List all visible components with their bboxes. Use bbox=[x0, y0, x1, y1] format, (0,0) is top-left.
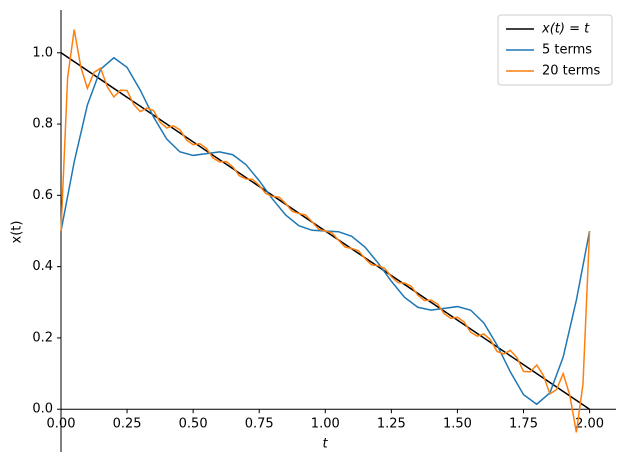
y-tick-label: 0.0 bbox=[32, 402, 53, 417]
y-tick-label: 0.8 bbox=[32, 117, 53, 132]
x-axis-label: t bbox=[322, 437, 328, 452]
y-tick-label: 0.4 bbox=[32, 259, 53, 274]
legend-label: x(t) = t bbox=[541, 22, 590, 37]
legend-box bbox=[497, 14, 613, 86]
legend-label: 20 terms bbox=[542, 64, 601, 79]
x-tick-label: 0.50 bbox=[179, 417, 208, 432]
x-tick-label: 1.00 bbox=[311, 417, 340, 432]
y-tick-label: 0.2 bbox=[32, 330, 53, 345]
legend-label: 5 terms bbox=[542, 43, 592, 58]
x-tick-label: 1.75 bbox=[509, 417, 538, 432]
series-line bbox=[60, 29, 591, 433]
y-tick-label: 0.6 bbox=[32, 188, 53, 203]
x-tick-label: 0.25 bbox=[113, 417, 142, 432]
x-tick-label: 1.25 bbox=[377, 417, 406, 432]
x-tick-label: 1.50 bbox=[443, 417, 472, 432]
y-tick-label: 1.0 bbox=[32, 45, 53, 60]
x-tick-label: 2.00 bbox=[575, 417, 604, 432]
y-axis-label: x(t) bbox=[10, 221, 25, 244]
x-tick-label: 0.75 bbox=[245, 417, 274, 432]
x-tick-label: 0.00 bbox=[47, 417, 76, 432]
